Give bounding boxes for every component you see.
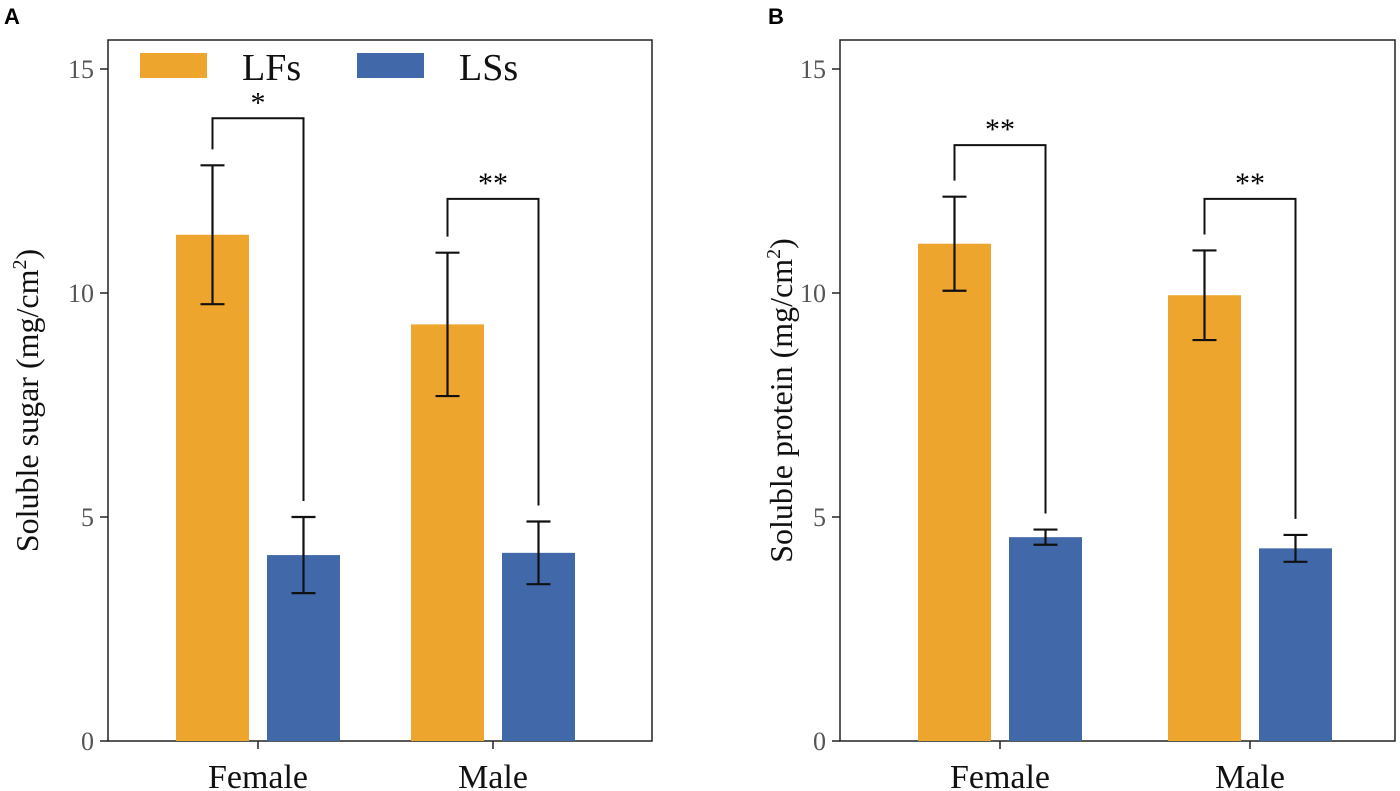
- x-category-label: Female: [950, 759, 1050, 791]
- y-axis-title-close: ): [9, 249, 45, 260]
- y-tick-label: 15: [68, 55, 94, 84]
- y-axis-title-superscript: 2: [763, 249, 785, 259]
- legend-swatch-lfs: [140, 53, 207, 78]
- y-axis-title: Soluble protein (mg/cm2): [763, 238, 799, 563]
- significance-label: **: [985, 113, 1015, 146]
- bar-lss-female: [1009, 537, 1082, 741]
- legend-swatch-lss: [357, 53, 424, 78]
- legend: LFs LSs: [140, 47, 518, 89]
- panel-letter: A: [4, 4, 20, 29]
- significance-bracket: [446, 197, 540, 506]
- significance-label: **: [478, 167, 508, 200]
- bar-lss-male: [1259, 548, 1332, 741]
- plot-frame: [107, 39, 653, 742]
- bar-lfs-male: [1168, 295, 1241, 741]
- y-tick-label: 5: [81, 503, 94, 532]
- panel-letter: B: [768, 4, 784, 29]
- x-category-label: Male: [458, 759, 528, 791]
- y-tick-label: 0: [81, 727, 94, 756]
- significance-label: **: [1235, 167, 1265, 200]
- x-category-label: Male: [1215, 759, 1285, 791]
- y-tick-label: 5: [813, 503, 826, 532]
- bar-lfs-female: [918, 243, 991, 741]
- significance-bracket: [211, 117, 305, 501]
- panel-a: A 0 5 10 15 Soluble sugar (mg/cm2) Female Male *…: [4, 4, 653, 791]
- y-tick-label: 10: [68, 279, 94, 308]
- x-category-label: Female: [208, 759, 308, 791]
- y-axis-title-main: Soluble sugar (mg/cm: [9, 269, 45, 552]
- y-tick-label: 10: [800, 279, 826, 308]
- y-axis-title-superscript: 2: [9, 260, 31, 270]
- y-axis-title-close: ): [763, 238, 799, 249]
- y-axis-title-main: Soluble protein (mg/cm: [763, 259, 799, 563]
- bar-lfs-female: [176, 234, 249, 741]
- panel-b: B 0 5 10 15 Soluble protein (mg/cm2) Female Mal…: [763, 4, 1396, 791]
- y-tick-label: 15: [800, 55, 826, 84]
- plot-frame: [839, 39, 1396, 742]
- y-axis-title: Soluble sugar (mg/cm2): [9, 249, 45, 552]
- y-tick-label: 0: [813, 727, 826, 756]
- legend-label: LSs: [459, 47, 518, 89]
- legend-label: LFs: [242, 47, 301, 89]
- significance-bracket: [1203, 197, 1297, 519]
- significance-label: *: [251, 86, 266, 119]
- significance-bracket: [953, 144, 1047, 514]
